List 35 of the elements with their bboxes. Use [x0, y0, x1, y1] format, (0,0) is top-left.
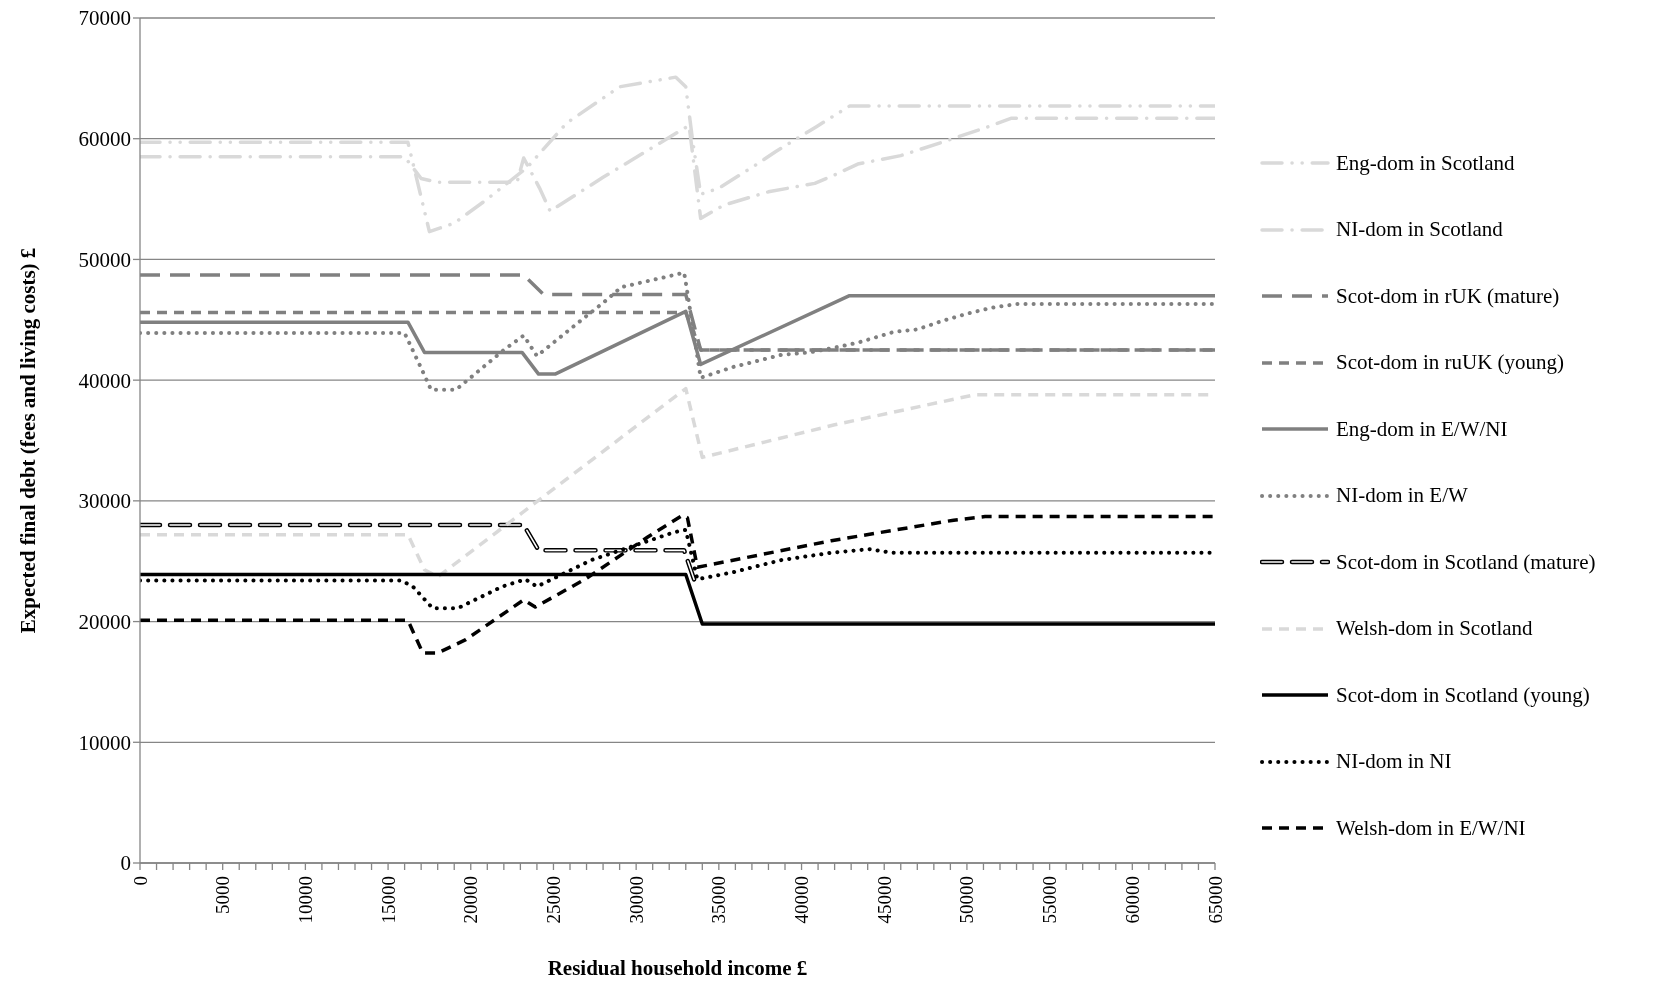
x-tick-label: 40000 [791, 876, 813, 924]
x-tick-label: 5000 [212, 876, 234, 914]
x-axis-title: Residual household income £ [547, 956, 808, 980]
legend-label: NI-dom in NI [1336, 749, 1452, 774]
x-tick-label: 0 [129, 876, 151, 886]
x-tick-label: 60000 [1121, 876, 1143, 924]
legend-label: NI-dom in Scotland [1336, 217, 1503, 242]
x-tick-label: 25000 [542, 876, 564, 924]
x-tick-label: 30000 [625, 876, 647, 924]
x-tick-label: 20000 [460, 876, 482, 924]
legend-label: Scot-dom in Scotland (young) [1336, 682, 1590, 708]
legend-label: Eng-dom in E/W/NI [1336, 416, 1508, 442]
y-tick-label: 50000 [78, 247, 131, 272]
legend-label: Scot-dom in rUK (mature) [1336, 283, 1560, 309]
x-tick-label: 45000 [873, 876, 895, 924]
x-tick-label: 65000 [1204, 876, 1226, 924]
y-tick-label: 30000 [78, 489, 131, 514]
y-tick-label: 0 [120, 851, 131, 876]
legend-label: Welsh-dom in Scotland [1336, 616, 1533, 641]
legend-label: Eng-dom in Scotland [1336, 150, 1515, 176]
legend-label: NI-dom in E/W [1336, 483, 1468, 508]
x-tick-label: 35000 [708, 876, 730, 924]
y-axis-title: Expected final debt (fees and living costs) £ [16, 247, 41, 634]
y-tick-label: 40000 [78, 368, 131, 393]
x-tick-label: 55000 [1039, 876, 1061, 924]
y-tick-label: 60000 [78, 127, 131, 152]
y-tick-label: 10000 [78, 730, 131, 755]
legend-label: Scot-dom in ruUK (young) [1336, 350, 1565, 375]
legend-label: Scot-dom in Scotland (mature) [1336, 549, 1596, 575]
x-tick-label: 50000 [956, 876, 978, 924]
y-tick-label: 20000 [78, 610, 131, 635]
legend-label: Welsh-dom in E/W/NI [1336, 815, 1526, 841]
x-tick-label: 15000 [377, 876, 399, 924]
y-tick-label: 70000 [78, 6, 131, 31]
x-tick-label: 10000 [294, 876, 316, 924]
